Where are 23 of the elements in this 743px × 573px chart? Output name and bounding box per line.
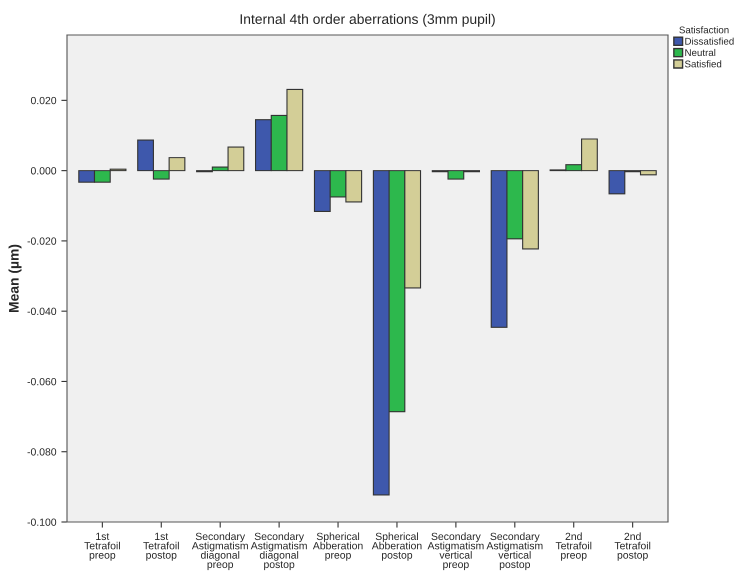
- y-tick-label: -0.080: [28, 448, 56, 456]
- x-tick-label: 2nd Tetrafoil preop: [556, 532, 592, 561]
- x-tick-label: Secondary Astigmatism diagonal preop: [192, 532, 248, 570]
- legend-label: Dissatisfied: [685, 38, 734, 45]
- x-tick-label: Secondary Astigmatism vertical preop: [428, 532, 484, 570]
- y-tick-label: -0.020: [28, 237, 56, 245]
- y-tick-label: 0.000: [30, 167, 56, 175]
- y-tick-label: 0.020: [30, 96, 56, 104]
- x-tick-label: 1st Tetrafoil postop: [143, 532, 179, 561]
- legend-title: Satisfaction: [679, 26, 729, 34]
- legend-label: Satisfied: [684, 60, 722, 68]
- y-tick-label: -0.040: [28, 308, 56, 316]
- chart-title: Internal 4th order aberrations (3mm pupil): [240, 14, 495, 27]
- y-tick-label: -0.060: [28, 378, 56, 386]
- x-tick-label: Spherical Abberation postop: [372, 532, 422, 561]
- x-tick-label: Spherical Abberation preop: [312, 532, 363, 561]
- y-tick-label: -0.100: [28, 518, 56, 526]
- y-axis-title: Mean (µm): [8, 244, 22, 312]
- x-tick-label: 1st Tetrafoil preop: [84, 532, 120, 561]
- x-tick-label: 2nd Tetrafoil postop: [614, 532, 650, 561]
- x-tick-label: Secondary Astigmatism vertical postop: [486, 532, 542, 570]
- legend-label: Neutral: [685, 48, 716, 56]
- x-tick-label: Secondary Astigmatism diagonal postop: [250, 532, 307, 570]
